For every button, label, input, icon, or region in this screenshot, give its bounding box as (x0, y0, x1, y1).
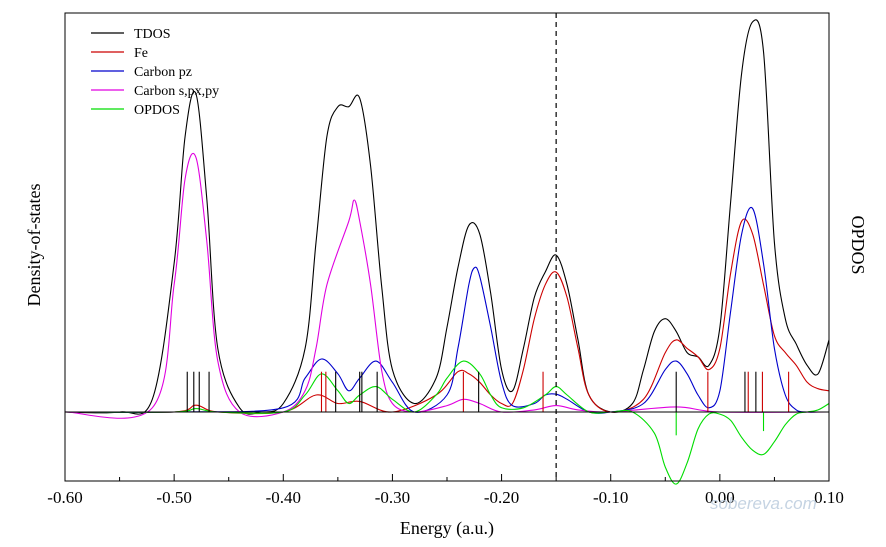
series-line-carbon-pz (64, 206, 829, 414)
series-line-fe (64, 218, 830, 415)
series-line-carbon-s-px-py (64, 152, 830, 419)
plot-lines (64, 19, 830, 485)
legend-entry: TDOS (134, 27, 171, 42)
legend: TDOS Fe Carbon pz Carbon s,px,py OPDOS (91, 27, 219, 118)
legend-entry: OPDOS (134, 103, 180, 118)
legend-entry: Fe (134, 46, 148, 61)
x-tick-label: -0.10 (593, 488, 628, 507)
series-line-tdos (64, 19, 830, 415)
x-tick-label: -0.40 (266, 488, 301, 507)
x-tick-label: 0.00 (705, 488, 735, 507)
x-tick-label: -0.30 (375, 488, 410, 507)
x-axis-title: Energy (a.u.) (400, 518, 494, 539)
series-line-opdos (64, 360, 830, 485)
x-tick-label: -0.60 (47, 488, 82, 507)
x-ticks: -0.60 -0.50 -0.40 -0.30 -0.20 -0.10 0.00 0.10 (47, 474, 844, 507)
watermark: sobereva.com (710, 494, 817, 513)
stick-lines (186, 371, 790, 436)
y2-axis-title: OPDOS (848, 215, 868, 274)
x-tick-label: -0.50 (156, 488, 191, 507)
legend-entry: Carbon s,px,py (134, 84, 219, 99)
legend-entry: Carbon pz (134, 65, 192, 80)
x-tick-label: -0.20 (484, 488, 519, 507)
y-axis-title: Density-of-states (24, 184, 44, 307)
x-tick-label: 0.10 (814, 488, 844, 507)
